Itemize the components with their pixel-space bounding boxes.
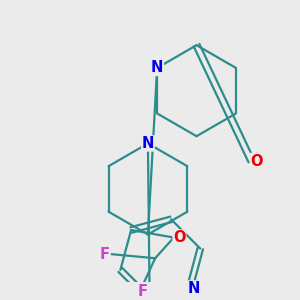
Text: F: F (100, 247, 110, 262)
Text: N: N (142, 136, 154, 151)
Text: N: N (187, 281, 200, 296)
Text: O: O (173, 230, 186, 245)
Text: N: N (151, 60, 163, 75)
Text: F: F (138, 284, 148, 299)
Text: O: O (251, 154, 263, 169)
